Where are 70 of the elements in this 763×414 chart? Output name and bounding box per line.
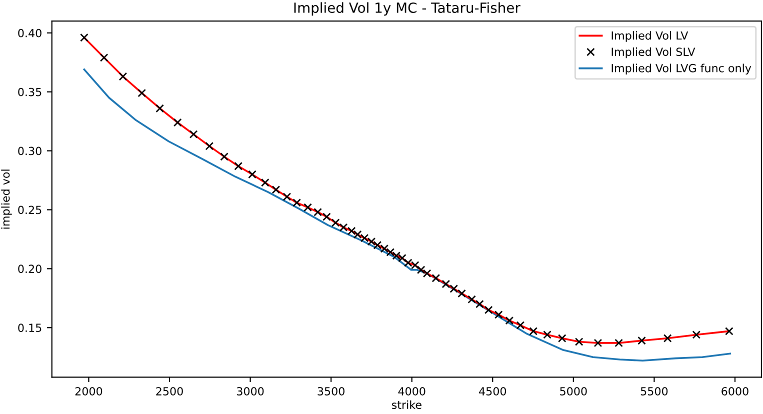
point — [367, 237, 376, 246]
point — [529, 327, 538, 336]
point — [380, 244, 389, 253]
point — [458, 289, 466, 298]
point — [494, 310, 503, 319]
point — [156, 104, 164, 113]
point — [360, 234, 369, 242]
point — [100, 53, 108, 62]
y-tick-label: 0.15 — [18, 324, 42, 332]
point — [450, 284, 458, 293]
x-tick-label: 5500 — [640, 387, 668, 396]
point — [322, 212, 331, 221]
legend-label: Implied Vol SLV — [612, 47, 696, 58]
point — [416, 266, 426, 274]
x-tick-label: 5000 — [560, 387, 587, 396]
point — [138, 88, 146, 98]
point — [173, 118, 182, 127]
point — [724, 327, 734, 336]
point — [260, 178, 270, 187]
point — [189, 130, 198, 138]
point — [422, 269, 432, 278]
point — [432, 274, 440, 282]
point — [292, 198, 301, 207]
point — [516, 321, 525, 330]
point — [386, 248, 395, 256]
point — [476, 300, 484, 308]
point — [505, 316, 514, 325]
point — [304, 203, 312, 212]
point — [663, 334, 672, 342]
point — [543, 330, 552, 339]
point — [692, 330, 701, 339]
x-tick-label: 6000 — [722, 387, 748, 396]
point — [442, 280, 450, 288]
x-tick-label: 2500 — [156, 387, 183, 396]
y-axis-title: implied vol — [1, 170, 12, 229]
point — [118, 72, 128, 81]
x-tick-label: 4000 — [398, 387, 426, 396]
point — [558, 334, 566, 342]
point — [282, 192, 292, 201]
point — [234, 162, 242, 170]
point — [638, 336, 646, 345]
point — [220, 152, 228, 161]
point — [272, 186, 280, 194]
y-tick-label: 0.30 — [18, 146, 42, 156]
legend-label: Implied Vol LV — [612, 31, 688, 42]
point — [331, 218, 340, 227]
point — [205, 142, 214, 150]
point — [347, 226, 356, 236]
point — [248, 170, 256, 179]
y-tick-label: 0.20 — [18, 264, 42, 274]
point — [484, 306, 493, 314]
y-tick-label: 0.35 — [18, 88, 42, 96]
x-tick-label: 2000 — [75, 387, 102, 396]
y-tick-label: 0.40 — [18, 28, 42, 38]
point — [80, 33, 88, 42]
point — [614, 338, 623, 348]
point — [468, 295, 476, 304]
point — [574, 338, 584, 346]
x-axis-title: strike — [392, 400, 422, 410]
legend-label: Implied Vol LVG func only — [612, 64, 752, 74]
x-tick-label: 3500 — [318, 387, 344, 396]
point — [373, 240, 382, 250]
point — [339, 223, 348, 232]
x-tick-label: 3000 — [236, 387, 264, 396]
chart-title: Implied Vol 1y MC - Tataru-Fisher — [294, 2, 520, 16]
point — [314, 208, 322, 216]
point — [594, 338, 602, 348]
point — [353, 230, 362, 239]
x-tick-label: 4500 — [479, 387, 506, 396]
y-tick-label: 0.25 — [18, 206, 42, 214]
